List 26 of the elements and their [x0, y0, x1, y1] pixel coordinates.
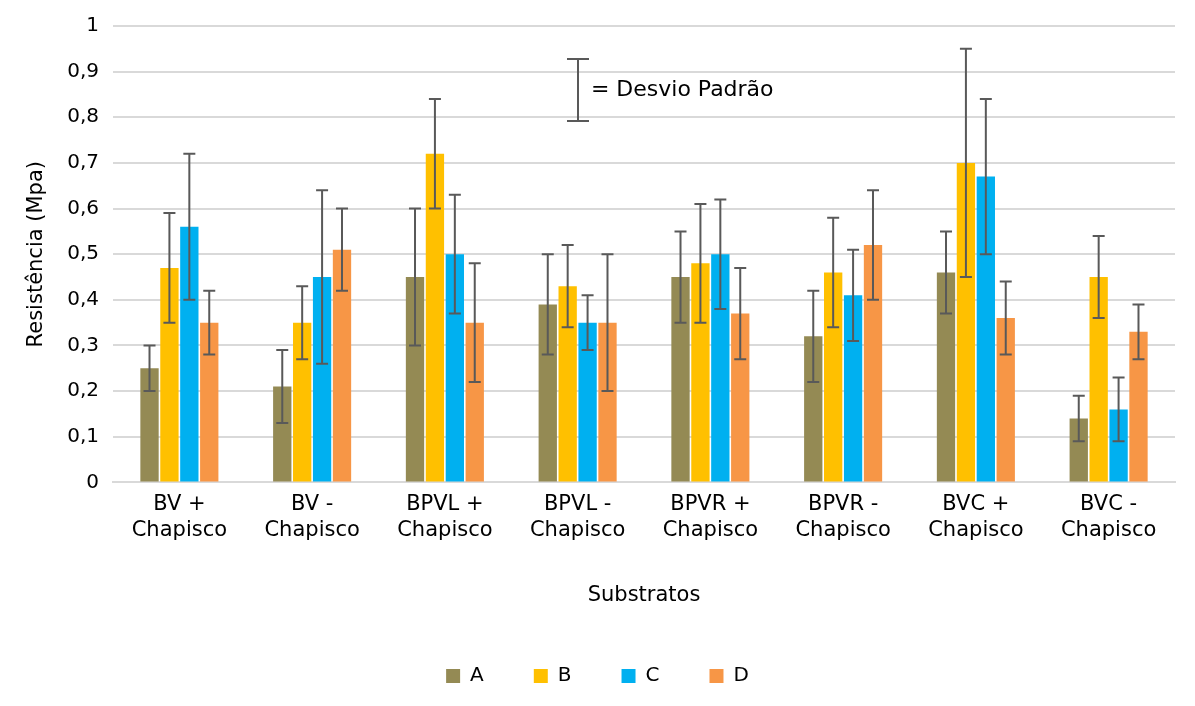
x-tick-label: BVC - Chapisco — [1060, 491, 1157, 541]
x-tick-label: BPVR - Chapisco — [795, 491, 891, 541]
legend-label: B — [557, 662, 572, 687]
y-tick-label: 0,9 — [67, 57, 100, 82]
y-tick-label: 0,8 — [67, 103, 100, 128]
x-axis-title: Substratos — [587, 581, 701, 606]
x-tick-label: BPVL + Chapisco — [397, 491, 493, 541]
x-tick-label: BPVR + Chapisco — [662, 491, 759, 541]
legend-label: A — [470, 662, 485, 687]
y-tick-label: 1 — [86, 12, 100, 37]
legend-label: C — [645, 662, 660, 687]
x-tick-label: BPVL - Chapisco — [529, 491, 626, 541]
x-tick-label: BV + Chapisco — [131, 491, 228, 541]
y-tick-label: 0,3 — [67, 331, 100, 356]
annotation: = Desvio Padrão — [590, 75, 774, 101]
y-tick-label: 0,5 — [67, 240, 100, 265]
x-tick-label: BVC + Chapisco — [928, 491, 1024, 541]
y-axis-title: Resistência (Mpa) — [23, 161, 48, 348]
y-tick-label: 0,1 — [67, 422, 100, 447]
y-tick-label: 0,7 — [67, 149, 100, 174]
x-tick-label: BV - Chapisco — [264, 491, 360, 541]
y-tick-label: 0,6 — [67, 194, 100, 219]
y-tick-label: 0 — [86, 468, 100, 493]
legend-label: D — [733, 662, 749, 687]
y-tick-label: 0,4 — [67, 286, 100, 311]
y-tick-label: 0,2 — [67, 377, 100, 402]
